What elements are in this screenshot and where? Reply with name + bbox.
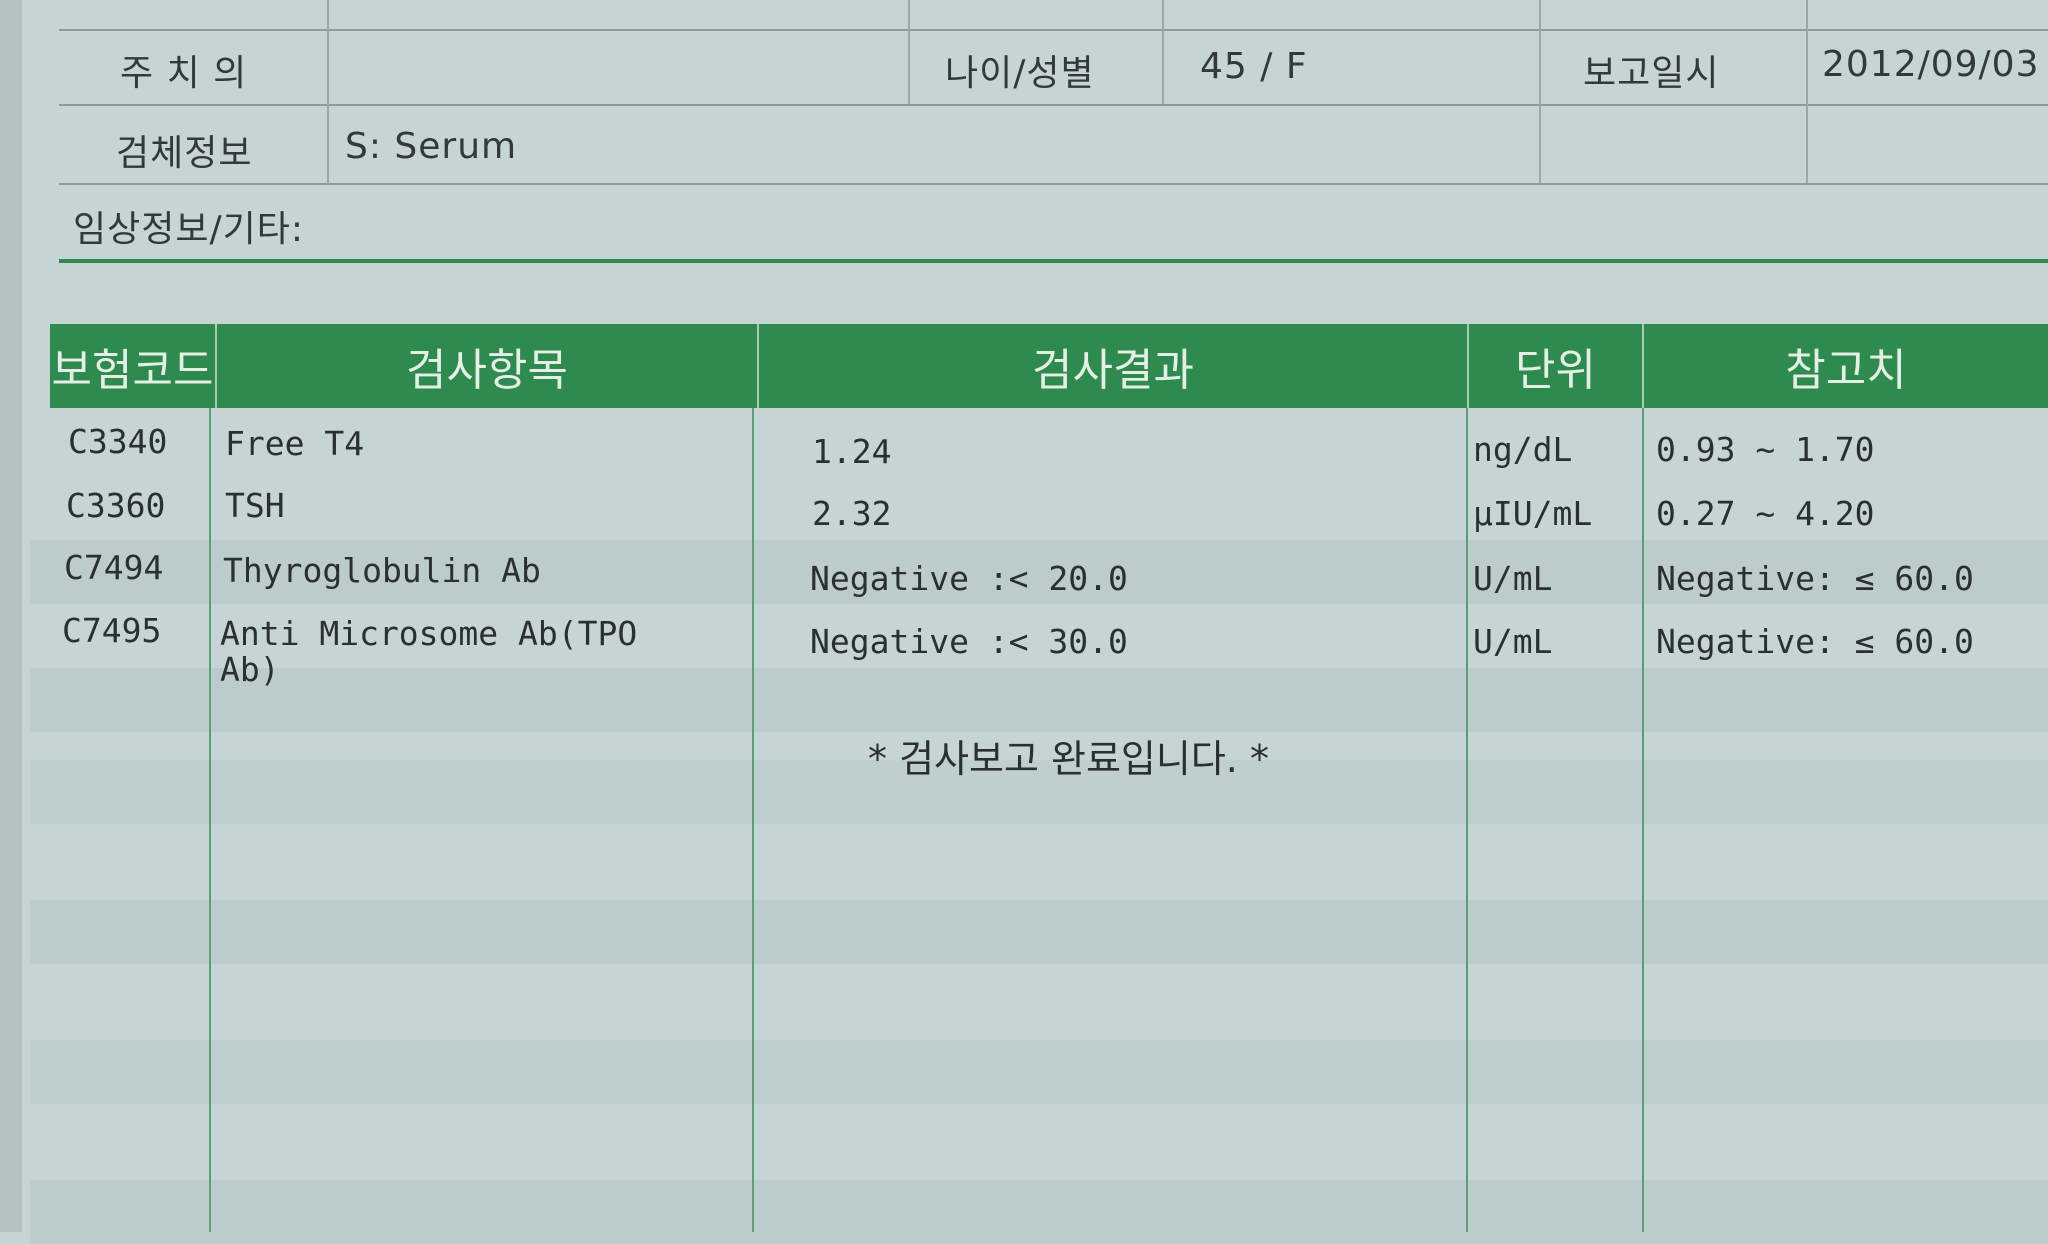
item-cell: Thyroglobulin Ab [223,551,541,590]
divider [1466,408,1468,1232]
code-cell: C7495 [62,611,162,650]
result-cell: 2.32 [812,494,892,533]
reference-cell: Negative: ≤ 60.0 [1656,559,1974,598]
report-date-label: 보고일시 [1583,53,1720,94]
code-cell: C3340 [68,422,168,461]
completion-message: * 검사보고 완료입니다. * [868,737,1269,781]
reference-cell: Negative: ≤ 60.0 [1656,622,1974,661]
divider [757,324,759,408]
unit-cell: U/mL [1473,622,1553,661]
item-cell: Anti Microsome Ab(TPO Ab) [220,614,638,689]
result-cell: Negative :< 30.0 [810,622,1128,661]
unit-cell: ng/dL [1473,430,1573,469]
unit-cell: µIU/mL [1473,494,1593,533]
divider [59,183,2048,185]
report-date-value: 2012/09/03 [1822,44,2040,85]
reference-cell: 0.93 ~ 1.70 [1656,430,1875,469]
reference-cell: 0.27 ~ 4.20 [1656,494,1875,533]
row-stripe [30,900,2048,964]
row-stripe [30,540,2048,604]
attending-label: 주 치 의 [120,53,248,94]
row-stripe [30,1040,2048,1104]
code-cell: C7494 [64,548,164,587]
item-cell: Free T4 [225,424,365,463]
divider [59,29,2048,31]
divider [1806,0,1808,183]
divider [908,0,910,104]
code-cell: C3360 [66,486,166,525]
specimen-label: 검체정보 [116,133,253,174]
clinical-info-label: 임상정보/기타: [73,209,304,250]
paper-edge [0,0,22,1232]
header-item: 검사항목 [406,345,568,396]
divider [59,104,2048,106]
header-unit: 단위 [1515,345,1596,396]
item-cell: TSH [225,486,285,525]
divider [1162,0,1164,104]
row-stripe [30,760,2048,824]
divider [1642,408,1644,1232]
section-divider [59,259,2048,263]
divider [1539,0,1541,183]
table-header [50,324,2048,408]
divider [209,408,211,1232]
divider [1467,324,1469,408]
row-stripe [30,1180,2048,1244]
divider [327,0,329,183]
age-sex-value: 45 / F [1200,46,1308,87]
divider [215,324,217,408]
header-code: 보험코드 [51,345,214,396]
row-stripe [30,668,2048,732]
divider [1642,324,1644,408]
unit-cell: U/mL [1473,559,1553,598]
result-cell: 1.24 [812,432,892,471]
header-result: 검사결과 [1032,345,1194,396]
age-sex-label: 나이/성별 [945,53,1095,94]
specimen-value: S: Serum [345,126,518,167]
divider [752,408,754,1232]
result-cell: Negative :< 20.0 [810,559,1128,598]
header-reference: 참고치 [1785,345,1907,396]
